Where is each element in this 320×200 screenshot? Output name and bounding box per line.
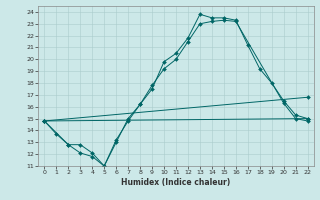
X-axis label: Humidex (Indice chaleur): Humidex (Indice chaleur) [121, 178, 231, 187]
